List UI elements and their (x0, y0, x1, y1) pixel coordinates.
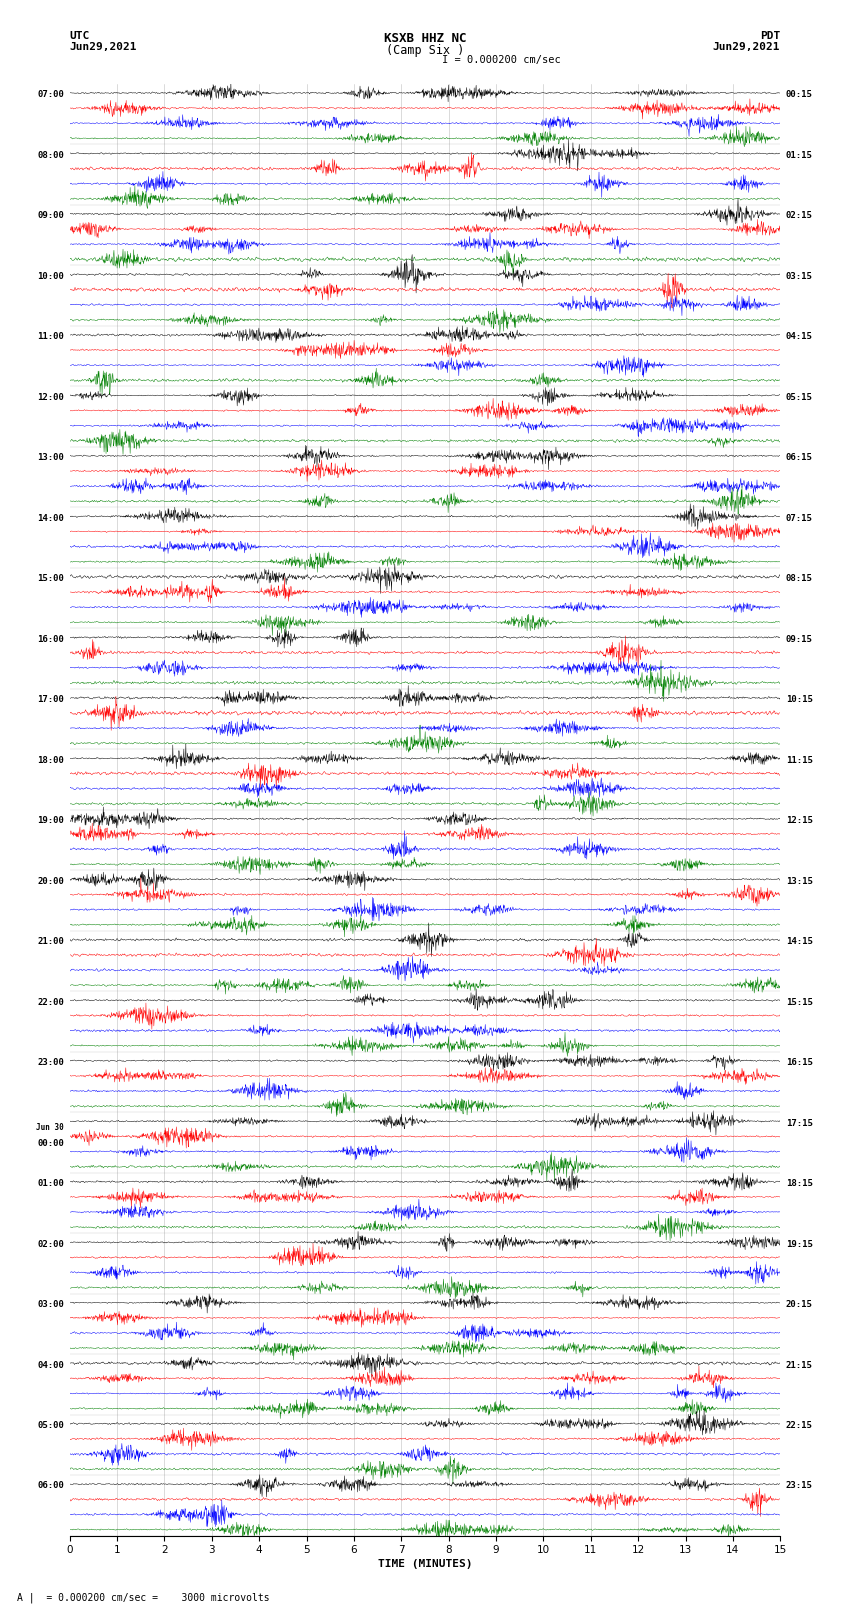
Text: 06:15: 06:15 (786, 453, 813, 463)
Text: 19:15: 19:15 (786, 1239, 813, 1248)
Text: 10:00: 10:00 (37, 271, 64, 281)
Text: 04:00: 04:00 (37, 1360, 64, 1369)
Text: 14:15: 14:15 (786, 937, 813, 947)
Text: 11:00: 11:00 (37, 332, 64, 342)
Text: 15:00: 15:00 (37, 574, 64, 584)
Text: 22:15: 22:15 (786, 1421, 813, 1431)
Text: 07:00: 07:00 (37, 90, 64, 100)
Text: 01:15: 01:15 (786, 150, 813, 160)
Text: 09:15: 09:15 (786, 634, 813, 644)
Text: 06:00: 06:00 (37, 1481, 64, 1490)
Text: 00:00: 00:00 (37, 1139, 64, 1148)
Text: 21:00: 21:00 (37, 937, 64, 947)
Text: 20:15: 20:15 (786, 1300, 813, 1310)
Text: KSXB HHZ NC: KSXB HHZ NC (383, 32, 467, 45)
Text: 14:00: 14:00 (37, 513, 64, 523)
Text: 07:15: 07:15 (786, 513, 813, 523)
Text: 23:15: 23:15 (786, 1481, 813, 1490)
Text: 08:00: 08:00 (37, 150, 64, 160)
Text: 05:15: 05:15 (786, 392, 813, 402)
Text: 12:15: 12:15 (786, 816, 813, 826)
Text: 08:15: 08:15 (786, 574, 813, 584)
X-axis label: TIME (MINUTES): TIME (MINUTES) (377, 1560, 473, 1569)
Text: 20:00: 20:00 (37, 876, 64, 886)
Text: 16:00: 16:00 (37, 634, 64, 644)
Text: I = 0.000200 cm/sec: I = 0.000200 cm/sec (442, 55, 561, 65)
Text: Jun29,2021: Jun29,2021 (713, 42, 780, 52)
Text: A |  = 0.000200 cm/sec =    3000 microvolts: A | = 0.000200 cm/sec = 3000 microvolts (17, 1592, 269, 1603)
Text: 18:15: 18:15 (786, 1179, 813, 1189)
Text: 18:00: 18:00 (37, 755, 64, 765)
Text: 02:15: 02:15 (786, 211, 813, 221)
Text: 11:15: 11:15 (786, 755, 813, 765)
Text: 13:00: 13:00 (37, 453, 64, 463)
Text: 03:00: 03:00 (37, 1300, 64, 1310)
Text: 10:15: 10:15 (786, 695, 813, 705)
Text: 16:15: 16:15 (786, 1058, 813, 1068)
Text: 13:15: 13:15 (786, 876, 813, 886)
Text: Jun 30: Jun 30 (37, 1123, 64, 1132)
Text: UTC: UTC (70, 31, 90, 40)
Text: (Camp Six ): (Camp Six ) (386, 44, 464, 56)
Text: 19:00: 19:00 (37, 816, 64, 826)
Text: 03:15: 03:15 (786, 271, 813, 281)
Text: 00:15: 00:15 (786, 90, 813, 100)
Text: 17:15: 17:15 (786, 1118, 813, 1127)
Text: 21:15: 21:15 (786, 1360, 813, 1369)
Text: 22:00: 22:00 (37, 997, 64, 1007)
Text: 04:15: 04:15 (786, 332, 813, 342)
Text: 23:00: 23:00 (37, 1058, 64, 1068)
Text: 09:00: 09:00 (37, 211, 64, 221)
Text: 02:00: 02:00 (37, 1239, 64, 1248)
Text: 01:00: 01:00 (37, 1179, 64, 1189)
Text: 17:00: 17:00 (37, 695, 64, 705)
Text: PDT: PDT (760, 31, 780, 40)
Text: Jun29,2021: Jun29,2021 (70, 42, 137, 52)
Text: 05:00: 05:00 (37, 1421, 64, 1431)
Text: 12:00: 12:00 (37, 392, 64, 402)
Text: 15:15: 15:15 (786, 997, 813, 1007)
